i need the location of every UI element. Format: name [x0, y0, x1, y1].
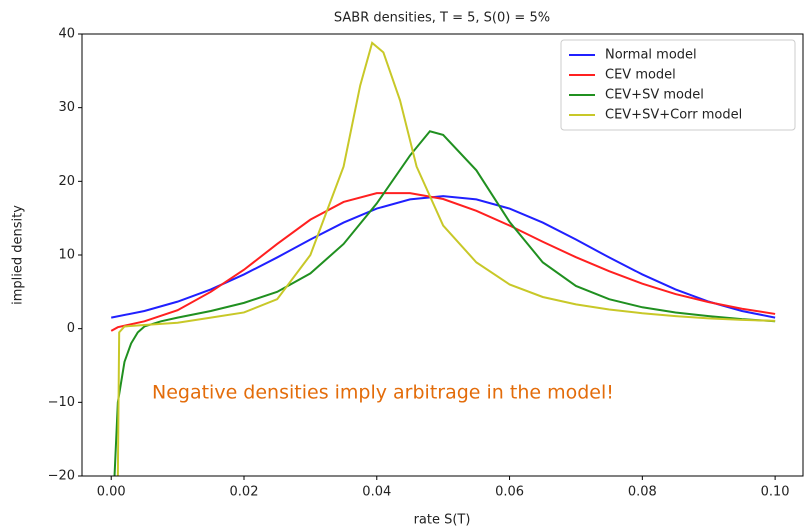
legend-label: CEV+SV+Corr model [605, 108, 742, 123]
series-line [111, 195, 776, 319]
y-tick-label: 30 [58, 100, 75, 115]
legend-label: CEV model [605, 68, 676, 83]
legend-box [560, 39, 796, 131]
x-axis-label: rate S(T) [414, 513, 471, 528]
x-tick-label: 0.02 [230, 485, 259, 500]
x-tick-label: 0.04 [362, 485, 391, 500]
legend-label: CEV+SV model [605, 88, 704, 103]
y-tick-label: 0 [67, 321, 75, 336]
series-line [110, 192, 776, 332]
x-tick-label: 0.10 [761, 485, 790, 500]
y-tick-label: −20 [48, 469, 75, 484]
legend-label: Normal model [605, 48, 697, 63]
y-tick-label: −10 [48, 395, 75, 410]
plot-frame [81, 33, 804, 477]
x-tick-label: 0.00 [97, 485, 126, 500]
series-line [113, 130, 776, 477]
annotation: Negative densities imply arbitrage in th… [152, 382, 614, 404]
x-tick-label: 0.08 [628, 485, 657, 500]
y-tick-label: 20 [58, 174, 75, 189]
series-line [116, 41, 776, 477]
x-tick-label: 0.06 [495, 485, 524, 500]
y-tick-label: 10 [58, 248, 75, 263]
y-tick-label: 40 [58, 27, 75, 42]
chart-title: SABR densities, T = 5, S(0) = 5% [334, 11, 550, 26]
y-axis-label: implied density [11, 205, 26, 305]
